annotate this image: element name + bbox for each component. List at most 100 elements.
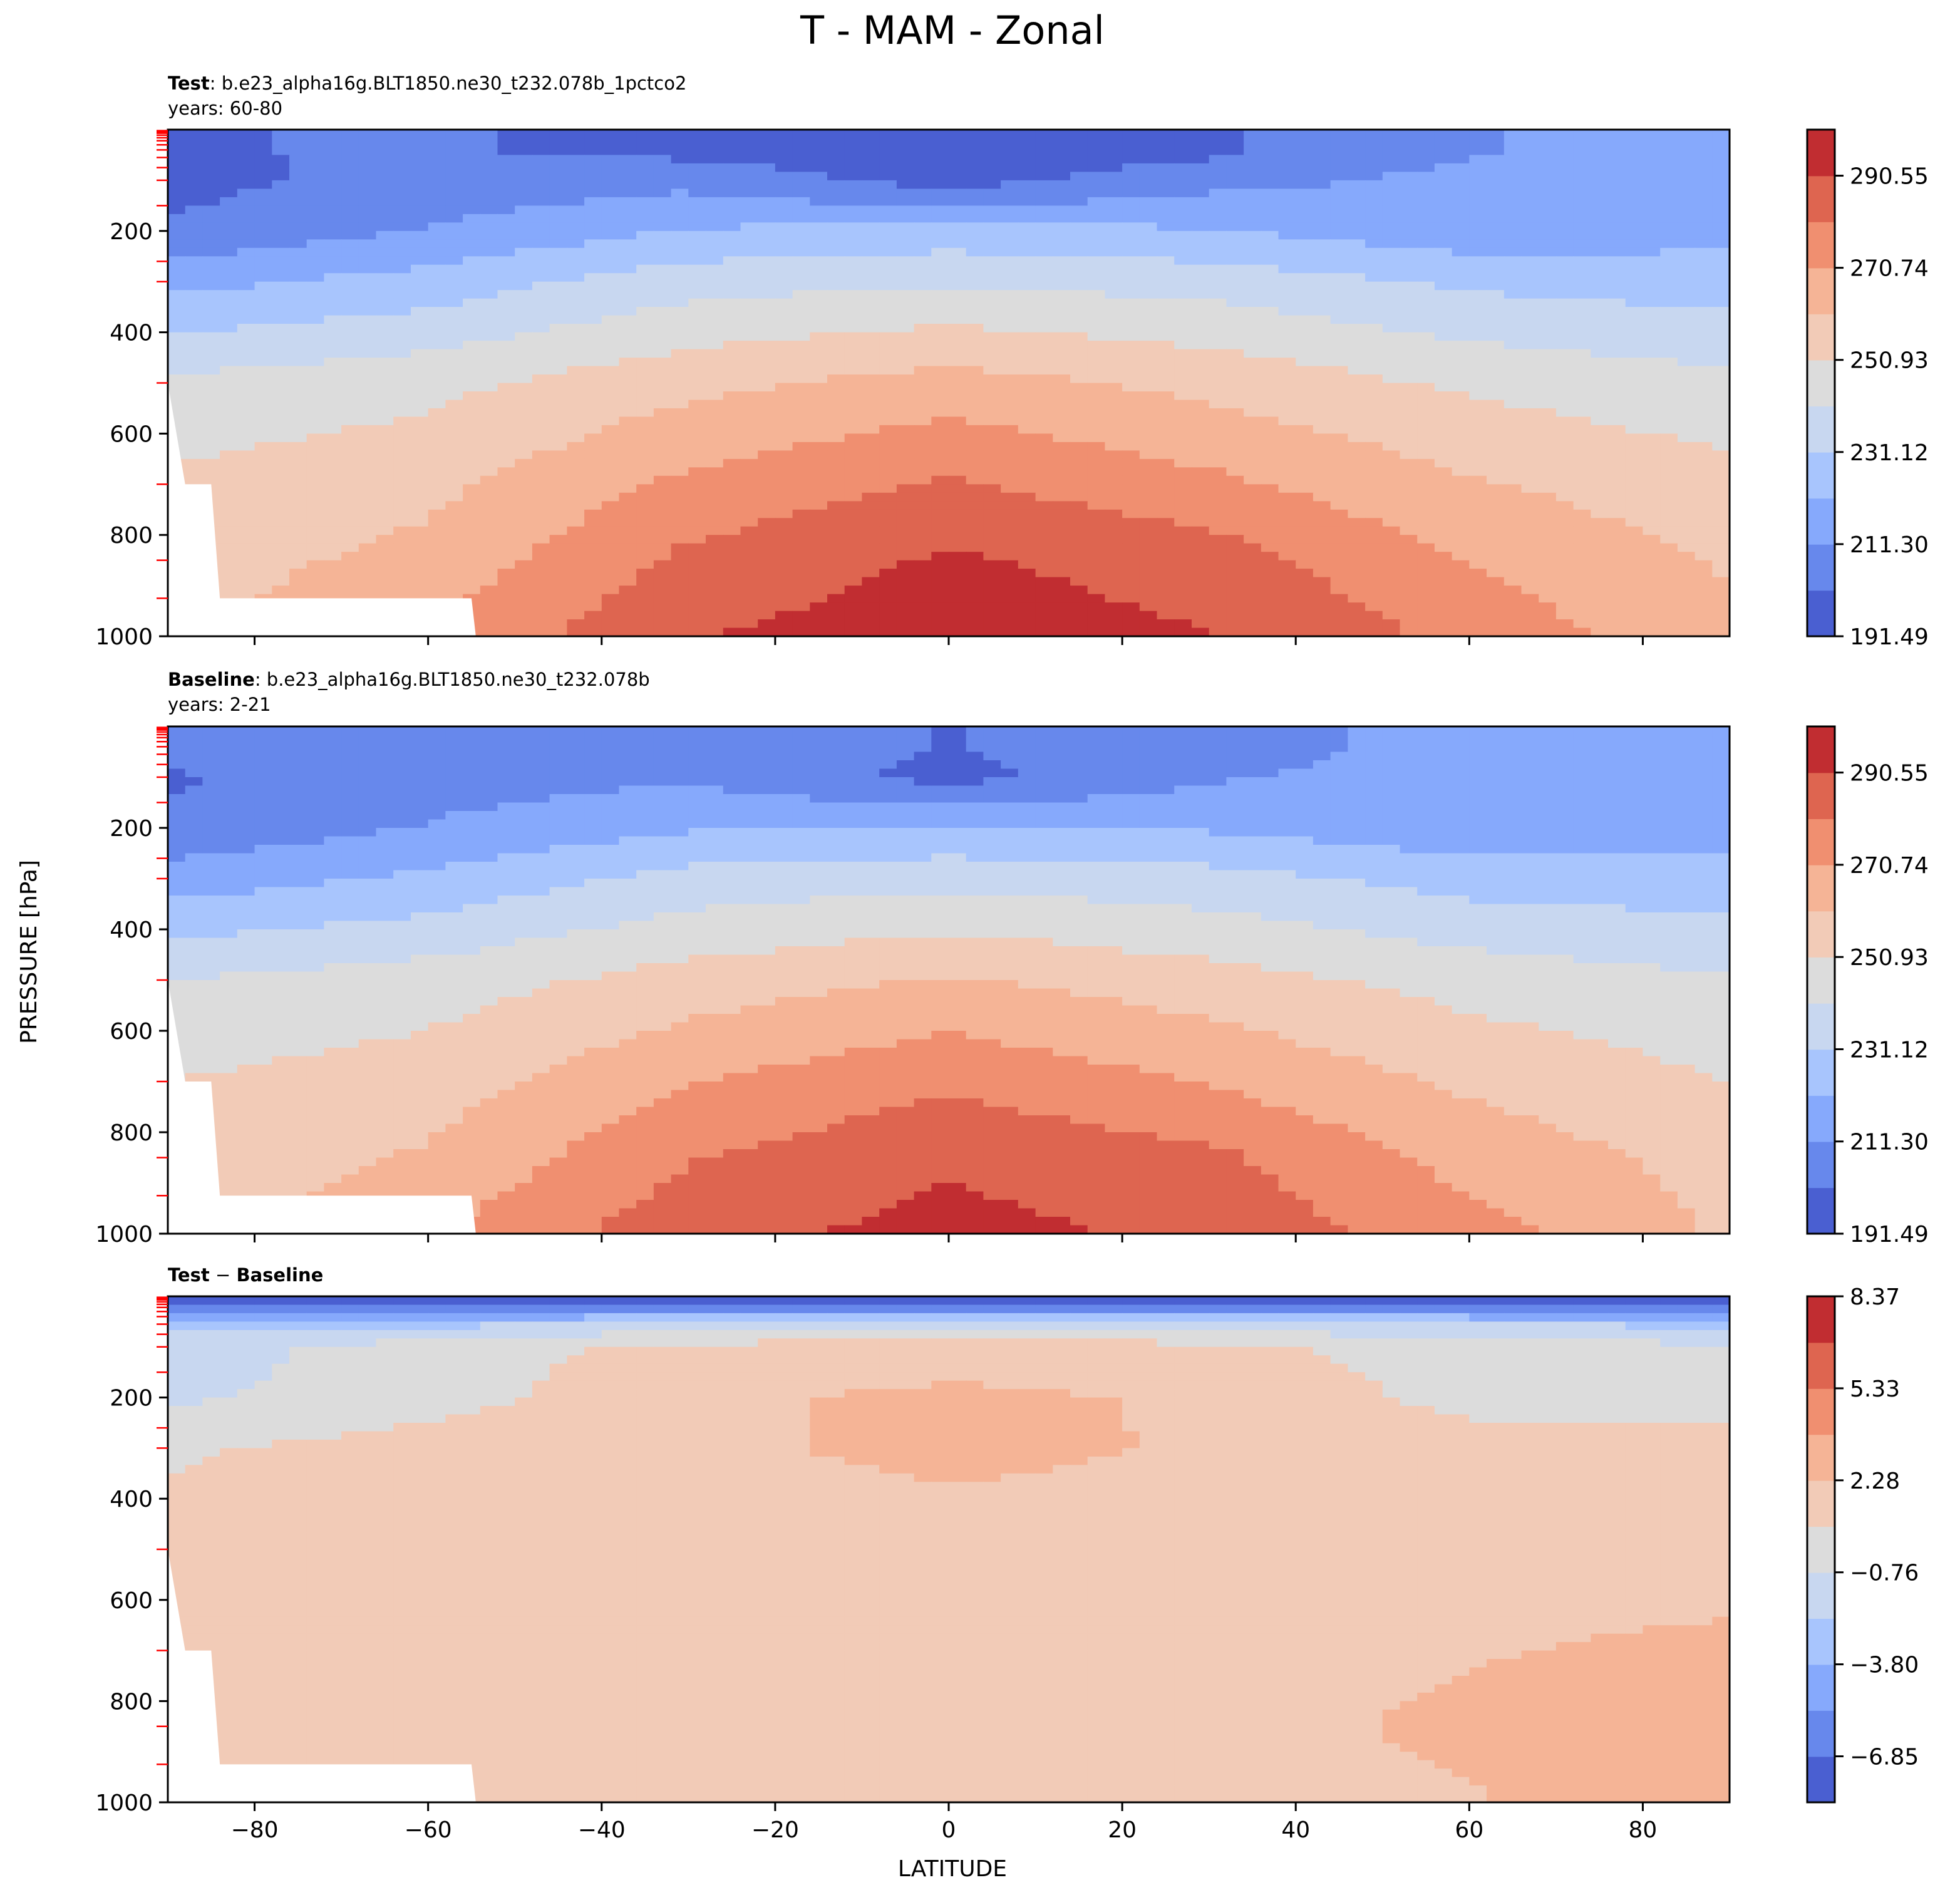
contour-cell [1174,577,1192,586]
contour-cell [341,333,359,341]
contour-cell [1244,282,1262,291]
contour-cell [671,467,689,476]
contour-cell [1192,222,1210,231]
contour-cell [1105,349,1123,358]
contour-cell [1226,333,1244,341]
contour-cell [324,290,342,299]
contour-cell [931,577,949,586]
contour-cell [827,349,845,358]
contour-cell [983,366,1001,375]
contour-cell [1400,450,1418,459]
contour-cell [185,442,204,451]
contour-cell [1053,476,1071,485]
contour-cell [1452,239,1470,248]
contour-cell [532,248,550,257]
contour-cell [1331,527,1349,535]
contour-cell [1261,400,1279,409]
contour-cell [220,265,238,274]
contour-cell [1365,552,1383,560]
contour-cell [914,197,932,206]
contour-cell [1157,333,1175,341]
contour-cell [1070,299,1088,307]
contour-cell [636,248,654,257]
contour-cell [1643,535,1661,544]
contour-cell [1556,349,1574,358]
contour-cell [1591,408,1609,417]
contour-cell [1157,222,1175,231]
contour-cell [1400,205,1418,214]
contour-cell [1400,577,1418,586]
contour-cell [1244,433,1262,442]
contour-cell [723,501,741,510]
contour-cell [862,130,880,138]
contour-cell [1018,366,1036,375]
contour-cell [1313,147,1331,155]
contour-cell [515,163,533,172]
contour-cell [1695,501,1713,510]
contour-cell [220,569,238,577]
contour-cell [1678,358,1696,366]
contour-cell [1209,484,1227,493]
contour-cell [220,231,238,240]
contour-cell [654,374,672,383]
contour-cell [636,416,654,425]
contour-cell [1712,560,1730,569]
contour-cell [879,484,897,493]
contour-cell [255,130,273,138]
contour-cell [845,594,863,603]
contour-cell [411,239,429,248]
contour-cell [1626,256,1644,265]
contour-cell [706,188,724,197]
contour-cell [359,188,377,197]
contour-cell [1226,374,1244,383]
contour-cell [1313,172,1331,180]
contour-cell [1487,586,1505,594]
contour-cell [966,256,984,265]
contour-cell [949,501,967,510]
contour-cell [1626,484,1644,493]
contour-cell [1487,197,1505,206]
contour-cell [619,416,637,425]
contour-cell [1018,374,1036,383]
contour-cell [1209,316,1227,324]
contour-cell [741,265,759,274]
contour-cell [1365,374,1383,383]
contour-cell [914,239,932,248]
contour-cell [567,560,585,569]
contour-cell [827,307,845,316]
contour-cell [1261,535,1279,544]
contour-cell [1556,442,1574,451]
contour-cell [498,239,516,248]
contour-cell [168,256,186,265]
contour-cell [1365,501,1383,510]
contour-cell [1400,231,1418,240]
contour-cell [1313,205,1331,214]
contour-cell [688,493,706,502]
contour-cell [1469,333,1487,341]
contour-cell [1469,248,1487,257]
contour-cell [428,248,446,257]
contour-cell [636,273,654,282]
contour-cell [1435,282,1453,291]
contour-cell [706,205,724,214]
contour-cell [1504,138,1522,147]
contour-cell [272,459,290,468]
contour-cell [966,569,984,577]
contour-cell [202,222,220,231]
contour-cell [1001,130,1019,138]
contour-cell [341,544,359,552]
contour-cell [1348,425,1366,434]
contour-cell [1140,569,1158,577]
contour-cell [1053,544,1071,552]
contour-cell [237,273,255,282]
contour-cell [411,155,429,163]
contour-cell [289,425,307,434]
contour-cell [1070,510,1088,519]
contour-cell [567,214,585,223]
contour-cell [636,408,654,417]
contour-cell [1452,577,1470,586]
contour-cell [1452,130,1470,138]
contour-cell [1365,222,1383,231]
contour-cell [897,569,915,577]
contour-cell [827,188,845,197]
